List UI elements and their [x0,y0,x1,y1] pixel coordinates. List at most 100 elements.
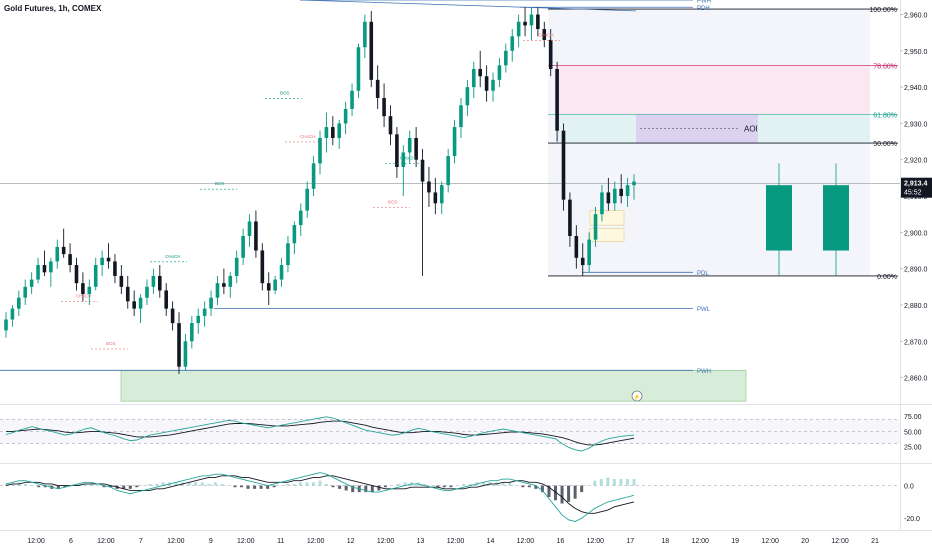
structure-label: CHoCH [538,32,554,37]
time-axis-label: 12:00 [517,538,535,545]
macd-histogram-bar [226,485,230,487]
structure-label: BOS [106,341,116,346]
candle-body [337,123,342,138]
candle-body [580,257,585,266]
fib-label: 61.80% [873,112,897,119]
structure-label: BOS [215,181,225,186]
macd-histogram-bar [619,479,623,486]
candle-body [151,275,156,287]
macd-histogram-bar [96,485,100,487]
macd-histogram-bar [540,485,544,493]
candle-body [593,214,598,240]
candle-body [266,283,271,291]
macd-histogram-bar [397,483,400,486]
macd-histogram-bar [554,485,557,501]
macd-histogram-bar [455,485,459,487]
candle-body [209,297,213,309]
candle-body [523,21,527,26]
macd-histogram-bar [37,485,41,488]
candle-body [632,181,636,186]
candle-body [17,297,21,309]
macd-histogram-bar [383,485,387,488]
trend-line [299,0,637,12]
candle-body [202,308,207,316]
candle-body [100,257,104,266]
candle-body [93,265,98,287]
candle-body [420,159,425,182]
time-axis-label: 7 [139,538,143,545]
candle-body [228,275,233,287]
macd-histogram-bar [240,485,243,488]
price-tick-label: 2,940.0 [904,85,927,92]
rsi-signal-line [6,420,635,446]
price-tick-label: 2,880.0 [904,303,927,310]
macd-histogram-bar [213,482,217,486]
candle-body [433,192,438,204]
candle-body [536,14,540,30]
demand-zone [120,370,747,402]
candle-body [254,221,258,251]
candle-body [49,261,53,273]
candle-body [516,21,521,37]
time-axis-label: 19 [731,538,739,545]
rsi-tick-label: 75.00 [904,414,922,421]
macd-histogram-bar [135,485,139,488]
candle-body [68,254,72,266]
macd-histogram-bar [292,483,296,486]
candle-body [375,79,380,99]
candle-body [113,261,117,276]
fib-label: 100.00% [869,7,897,14]
candle-body [452,127,457,157]
macd-histogram-bar [567,485,571,502]
price-tick-label: 2,890.0 [904,267,927,274]
macd-histogram-bar [220,483,224,486]
level-label: PWL [697,307,711,313]
macd-histogram-bar [272,485,276,488]
macd-histogram-bar [449,485,453,488]
candle-body [170,308,175,324]
macd-histogram-bar [344,485,348,491]
candle-body [587,239,591,266]
lightning-icon-glyph: ⚡ [633,393,640,401]
candle-body [183,341,188,367]
price-tick-label: 2,930.0 [904,121,927,128]
candle-body [279,265,284,280]
time-axis-label: 12:00 [237,538,255,545]
candle-body [298,210,303,226]
candle-body [74,265,79,284]
fib-786-618-zone [556,65,870,115]
macd-histogram-bar [253,485,257,489]
lightning-icon [631,390,643,402]
price-tick-label: 2,920.0 [904,158,927,165]
candle-body [305,188,309,211]
macd-histogram-bar [527,485,531,488]
time-axis-label: 16 [556,538,564,545]
macd-histogram-bar [338,485,342,489]
level-label: PDH [697,6,710,12]
candle-body [157,275,162,291]
candle-body [87,286,92,295]
macd-histogram-bar [501,482,505,486]
candle-body [401,152,406,168]
candle-body [36,265,40,280]
candle-body [331,127,335,138]
candle-body [119,275,124,287]
macd-histogram-bar [83,483,86,486]
current-price-tag [901,177,932,198]
countdown-label: 45:52 [904,190,922,197]
fib-label: 0.00% [877,274,897,281]
level-label: PWH [697,369,711,375]
macd-histogram-bar [161,482,165,486]
macd-histogram-bar [612,479,616,486]
candle-body [478,68,483,77]
time-axis-label: 20 [801,538,809,545]
candle-body [234,257,239,276]
time-axis-label: 12:00 [447,538,465,545]
candle-body [241,235,245,258]
macd-histogram-bar [436,485,440,488]
candle-body [350,90,354,109]
candle-body [286,243,290,266]
macd-histogram-bar [305,482,309,486]
